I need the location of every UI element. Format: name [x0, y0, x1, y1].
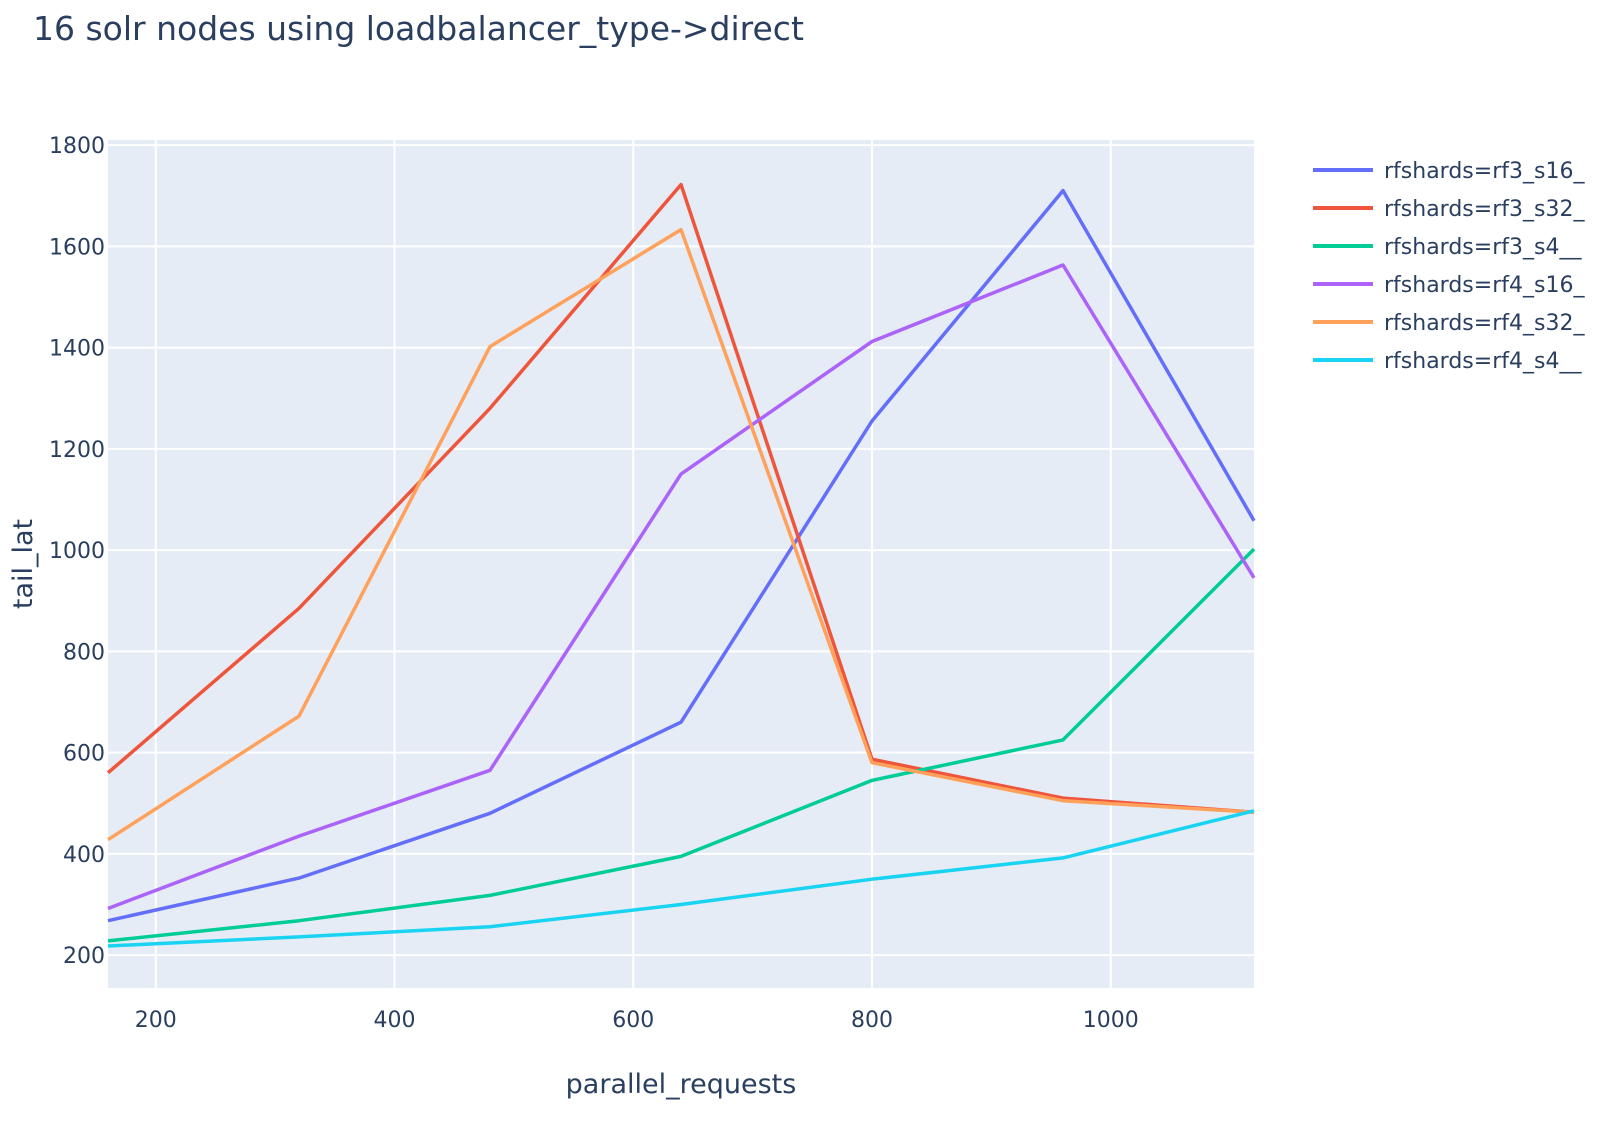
- y-tick-label: 1600: [49, 235, 105, 260]
- series-line: [107, 227, 1255, 842]
- y-tick-label: 400: [63, 843, 105, 868]
- y-axis-title: tail_lat: [8, 519, 39, 609]
- series-line: [107, 263, 1256, 911]
- legend-label: rfshards=rf3_s32_: [1384, 197, 1585, 222]
- legend-label: rfshards=rf3_s4__: [1384, 235, 1582, 260]
- x-tick-label: 200: [135, 1008, 177, 1033]
- x-tick-label: 400: [374, 1008, 416, 1033]
- x-tick-label: 600: [612, 1008, 654, 1033]
- legend-label: rfshards=rf4_s32_: [1384, 311, 1585, 336]
- x-tick-label: 1000: [1083, 1008, 1139, 1033]
- x-axis-title: parallel_requests: [566, 1069, 797, 1100]
- series-line: [107, 809, 1255, 948]
- y-tick-label: 1200: [49, 438, 105, 463]
- legend-label: rfshards=rf4_s16_: [1384, 273, 1585, 298]
- y-tick-label: 1400: [49, 337, 105, 362]
- legend-label: rfshards=rf3_s16_: [1384, 159, 1585, 184]
- tick-labels: 200 400 600 800 1000 200 400 600 800 1000 1200 1400…: [49, 134, 1139, 1033]
- series-line: [106, 182, 1255, 815]
- y-tick-label: 600: [63, 742, 105, 767]
- chart-title: 16 solr nodes using loadbalancer_type->d…: [33, 9, 804, 48]
- plot-area: [108, 140, 1254, 988]
- legend: rfshards=rf3_s16_ rfshards=rf3_s32_rfshar…: [1313, 159, 1585, 374]
- series-lines: [106, 182, 1256, 948]
- legend-label: rfshards=rf4_s4__: [1384, 349, 1582, 374]
- y-tick-label: 1800: [49, 134, 105, 159]
- y-tick-label: 1000: [49, 539, 105, 564]
- series-line: [107, 188, 1256, 923]
- y-tick-label: 800: [63, 640, 105, 665]
- x-tick-label: 800: [851, 1008, 893, 1033]
- grid: [108, 140, 1254, 988]
- y-tick-label: 200: [63, 944, 105, 969]
- series-line: [107, 547, 1256, 943]
